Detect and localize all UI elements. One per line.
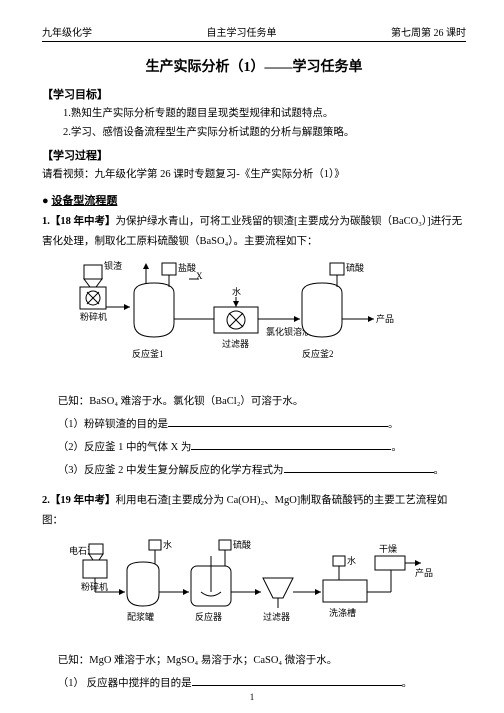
page-header: 九年级化学 自主学习任务单 第七周第 26 课时 <box>42 24 466 42</box>
f1-h2so4: 硫酸 <box>346 262 364 273</box>
f2-h2so4: 硫酸 <box>233 539 251 550</box>
process-1: 请看视频：九年级化学第 26 课时专题复习-《生产实际分析（1）》 <box>42 165 466 184</box>
f2-dry: 干燥 <box>379 544 397 554</box>
blank-2 <box>191 437 391 450</box>
page-title: 生产实际分析（1）——学习任务单 <box>42 56 466 76</box>
figure-2: .lab { font: 9px "SimSun", serif; } .thi… <box>69 536 439 646</box>
header-center: 自主学习任务单 <box>207 24 277 39</box>
f1-filter: 过滤器 <box>222 338 249 349</box>
goal-1: 1.熟知生产实际分析专题的题目呈现类型规律和试题特点。 <box>42 104 466 123</box>
q2-tag: 2.【19 年中考】 <box>42 495 116 506</box>
q2-s1: （1） 反应器中搅拌的目的是。 <box>58 673 466 694</box>
f2-water2: 水 <box>347 555 356 566</box>
f1-prod: 产品 <box>376 313 394 324</box>
figure-1: .lab { font: 9px "SimSun", serif; } .thi… <box>74 257 434 387</box>
f1-ba: 钡渣 <box>104 260 122 271</box>
bullet-text: 设备型流程题 <box>51 195 117 207</box>
blank-3 <box>284 460 434 473</box>
q1-known: 已知：BaSO₄ 难溶于水。氯化钡（BaCl₂）可溶于水。 <box>58 391 466 412</box>
f1-water: 水 <box>232 286 241 297</box>
f1-r2: 反应釜2 <box>302 348 334 359</box>
f2-react: 反应器 <box>195 611 222 622</box>
q2-known: 已知：MgO 难溶于水；MgSO₄ 易溶于水；CaSO₄ 微溶于水。 <box>58 650 466 671</box>
f2-tank: 配浆罐 <box>127 611 154 622</box>
process-head: 【学习过程】 <box>42 147 466 163</box>
bullet-line: ● 设备型流程题 <box>42 192 466 208</box>
page-number: 1 <box>0 692 504 702</box>
f1-r1: 反应釜1 <box>132 348 164 359</box>
q2-head: 2.【19 年中考】利用电石渣[主要成分为 Ca(OH)₂、MgO]制取备硫酸钙… <box>42 491 466 530</box>
q1-head: 1.【18 年中考】为保护绿水青山，可将工业残留的钡渣[主要成分为碳酸钡（BaC… <box>42 212 466 251</box>
goals-head: 【学习目标】 <box>42 86 466 102</box>
blank-4 <box>192 673 402 686</box>
q2-s1-text: （1） 反应器中搅拌的目的是 <box>58 678 192 689</box>
blank-1 <box>168 414 388 427</box>
f2-filter: 过滤器 <box>263 611 290 622</box>
q1-s2: （2）反应釜 1 中的气体 X 为。 <box>58 437 466 458</box>
f2-wash: 洗涤槽 <box>329 607 356 618</box>
q1-tag: 1.【18 年中考】 <box>42 216 116 227</box>
f2-water1: 水 <box>163 539 172 550</box>
goal-2: 2.学习、感悟设备流程型生产实际分析试题的分析与解题策略。 <box>42 123 466 142</box>
f1-crusher: 粉碎机 <box>80 311 107 322</box>
q1-s3-text: （3）反应釜 2 中发生复分解反应的化学方程式为 <box>58 465 284 476</box>
f2-prod: 产品 <box>415 567 433 578</box>
header-right: 第七周第 26 课时 <box>391 24 466 39</box>
f1-hcl: 盐酸 <box>178 262 196 273</box>
q1-s1-text: （1）粉碎钡渣的目的是 <box>58 419 168 430</box>
q1-s1: （1）粉碎钡渣的目的是。 <box>58 414 466 435</box>
q1-s2-text: （2）反应釜 1 中的气体 X 为 <box>58 442 192 453</box>
header-left: 九年级化学 <box>42 24 92 39</box>
q1-s3: （3）反应釜 2 中发生复分解反应的化学方程式为。 <box>58 460 466 481</box>
